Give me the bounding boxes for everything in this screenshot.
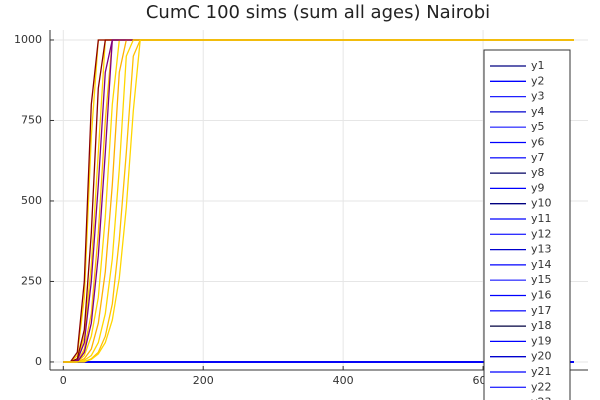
legend-box (483, 49, 571, 400)
legend-label: y7 (531, 151, 545, 164)
legend-label: y20 (531, 350, 552, 363)
y-tick-label: 750 (21, 113, 42, 126)
y-tick-label: 0 (35, 355, 42, 368)
legend-label: y22 (531, 380, 552, 393)
legend-label: y2 (531, 74, 545, 87)
legend-label: y15 (531, 273, 552, 286)
legend-label: y5 (531, 120, 545, 133)
legend-label: y6 (531, 136, 545, 149)
chart-title: CumC 100 sims (sum all ages) Nairobi (146, 2, 490, 23)
legend-label: y1 (531, 59, 545, 72)
legend-label: y9 (531, 181, 545, 194)
legend-label: y11 (531, 212, 552, 225)
legend-label: y10 (531, 197, 552, 210)
y-tick-label: 500 (21, 194, 42, 207)
legend-label: y4 (531, 105, 545, 118)
legend-label: y3 (531, 90, 545, 103)
x-tick-label: 0 (60, 374, 67, 387)
legend-label: y14 (531, 258, 552, 271)
legend-label: y17 (531, 304, 552, 317)
x-tick-label: 400 (333, 374, 354, 387)
legend-label: y21 (531, 365, 552, 378)
legend-label: y19 (531, 334, 552, 347)
y-tick-label: 250 (21, 274, 42, 287)
legend-label: y8 (531, 166, 545, 179)
x-tick-label: 200 (193, 374, 214, 387)
y-tick-label: 1000 (14, 33, 42, 46)
legend-label: y23 (531, 396, 552, 400)
legend-label: y16 (531, 289, 552, 302)
legend-label: y18 (531, 319, 552, 332)
legend-label: y13 (531, 243, 552, 256)
legend-label: y12 (531, 227, 552, 240)
series-line (63, 39, 574, 363)
